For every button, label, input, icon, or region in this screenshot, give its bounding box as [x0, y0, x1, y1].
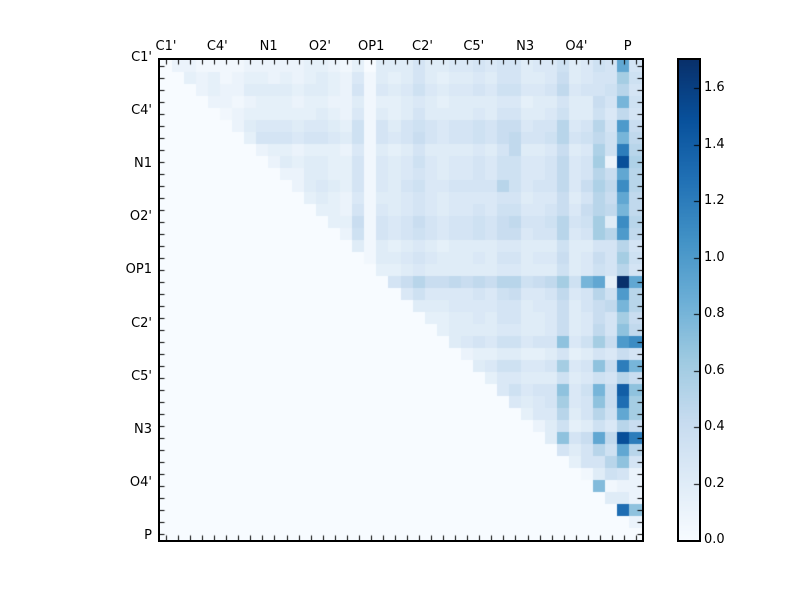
- colorbar-tick-label-1.2: 1.2: [704, 193, 725, 209]
- x-tick-label-c2p: C2': [412, 39, 433, 54]
- x-tick-label-o2p: O2': [308, 39, 331, 54]
- x-tick-label-n1: N1: [259, 39, 278, 54]
- colorbar-tick-label-1.6: 1.6: [704, 80, 725, 96]
- colorbar-tick-label-0.8: 0.8: [704, 306, 725, 322]
- colorbar-tick-label-0.6: 0.6: [704, 362, 725, 378]
- x-tick-label-n3: N3: [516, 39, 535, 54]
- x-tick-label-o4p: O4': [565, 39, 588, 54]
- y-tick-label-n3: N3: [134, 421, 152, 437]
- colorbar-tick-label-1.4: 1.4: [704, 136, 725, 152]
- colorbar-tick-label-0.4: 0.4: [704, 419, 725, 435]
- y-tick-label-p: P: [144, 527, 152, 543]
- y-tick-label-c1p: C1': [131, 50, 152, 65]
- heatmap-canvas: [160, 60, 642, 540]
- y-tick-label-op1: OP1: [125, 262, 152, 278]
- x-tick-label-c4p: C4': [206, 39, 228, 54]
- y-tick-label-c4p: C4': [131, 103, 152, 119]
- x-tick-label-p: P: [623, 39, 632, 54]
- x-tick-label-op1: OP1: [358, 39, 385, 54]
- y-tick-label-n1: N1: [134, 156, 152, 172]
- y-tick-label-c5p: C5': [131, 368, 152, 384]
- colorbar-canvas: [679, 60, 699, 540]
- colorbar-tick-label-0.0: 0.0: [704, 532, 725, 547]
- x-tick-label-c5p: C5': [463, 39, 485, 54]
- colorbar-tick-label-1.0: 1.0: [704, 249, 725, 265]
- y-tick-label-c2p: C2': [131, 315, 152, 331]
- x-tick-label-c1p: C1': [155, 39, 177, 54]
- y-tick-label-o2p: O2': [129, 209, 152, 225]
- y-tick-label-o4p: O4': [129, 474, 152, 490]
- colorbar-tick-label-0.2: 0.2: [704, 475, 725, 491]
